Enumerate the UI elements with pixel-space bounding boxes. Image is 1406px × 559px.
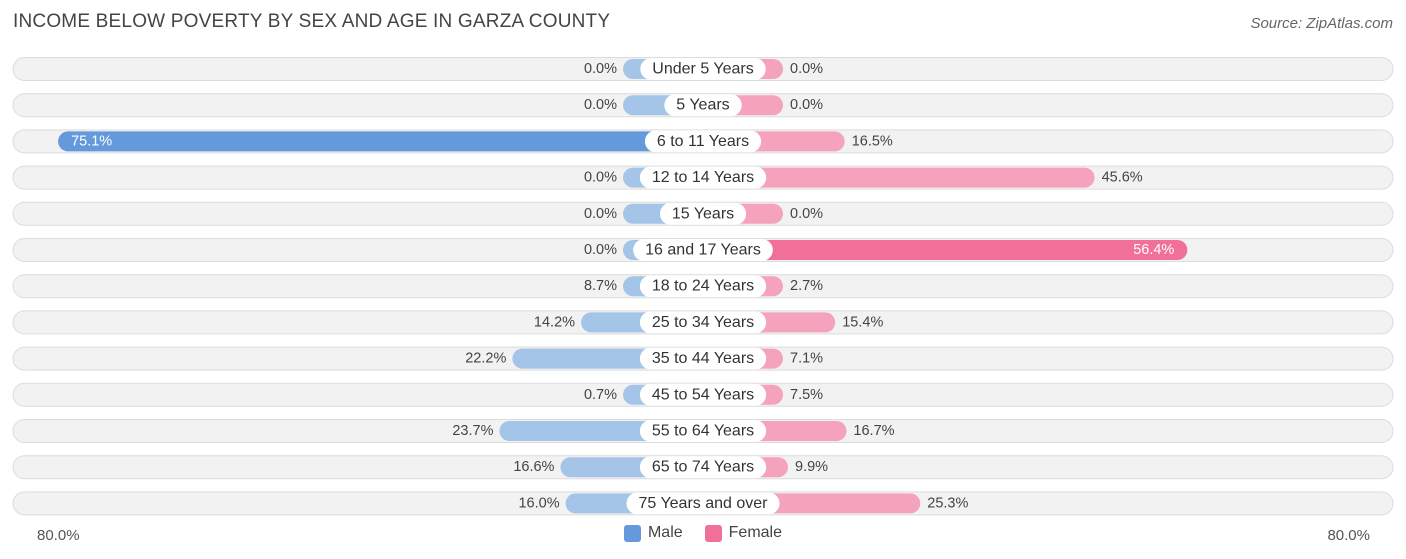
data-label-male: 0.7%	[584, 387, 617, 403]
category-pill	[639, 166, 767, 189]
legend-swatch-male	[623, 524, 641, 542]
data-label-male: 16.0%	[518, 495, 559, 511]
data-label-female: 0.0%	[790, 97, 823, 113]
data-label-male: 8.7%	[584, 278, 617, 294]
legend-item-male[interactable]: Male	[623, 524, 683, 542]
legend-label-female: Female	[728, 524, 783, 541]
data-label-male: 22.2%	[465, 351, 506, 367]
data-label-female: 7.5%	[790, 387, 823, 403]
category-pill	[639, 275, 767, 298]
category-label: 75 Years and over	[639, 495, 769, 512]
category-label: 16 and 17 Years	[645, 242, 761, 259]
category-label: 15 Years	[672, 205, 734, 222]
chart-source: Source: ZipAtlas.com	[1250, 15, 1393, 32]
category-label: 65 to 74 Years	[652, 459, 754, 476]
category-label: 55 to 64 Years	[652, 423, 754, 440]
data-label-female: 0.0%	[790, 61, 823, 77]
data-label-female: 9.9%	[795, 459, 828, 475]
data-label-female: 2.7%	[790, 278, 823, 294]
data-label-male: 0.0%	[584, 97, 617, 113]
legend: Male Female	[0, 524, 1406, 542]
data-label-male: 0.0%	[584, 61, 617, 77]
bar-female	[703, 240, 1188, 260]
bar-female	[703, 167, 1095, 188]
category-pill	[626, 492, 780, 515]
legend-swatch-female	[704, 524, 722, 542]
category-pill	[659, 202, 747, 225]
category-label: 12 to 14 Years	[652, 169, 754, 186]
bar-male	[58, 131, 704, 152]
data-label-female: 15.4%	[842, 314, 883, 330]
category-pill	[640, 58, 766, 80]
category-label: 25 to 34 Years	[652, 314, 754, 331]
axis-left-label: 80.0%	[37, 527, 80, 544]
category-label: Under 5 Years	[652, 61, 753, 78]
axis-right-label: 80.0%	[1327, 527, 1370, 544]
data-label-female: 45.6%	[1102, 170, 1143, 186]
data-label-male: 0.0%	[584, 206, 617, 222]
data-label-male: 16.6%	[513, 459, 554, 475]
data-label-male: 0.0%	[584, 242, 617, 258]
category-pill	[639, 347, 767, 370]
category-pill	[639, 456, 767, 479]
data-label-female: 25.3%	[927, 495, 968, 511]
chart-title: INCOME BELOW POVERTY BY SEX AND AGE IN G…	[13, 11, 611, 32]
data-label-male: 0.0%	[584, 170, 617, 186]
legend-label-male: Male	[647, 524, 683, 541]
data-label-female: 0.0%	[790, 206, 823, 222]
category-pill	[633, 239, 773, 261]
data-label-male: 14.2%	[534, 314, 575, 330]
data-label-female: 56.4%	[1133, 242, 1174, 258]
category-label: 18 to 24 Years	[652, 278, 754, 295]
category-pill	[639, 311, 767, 334]
category-label: 35 to 44 Years	[652, 350, 754, 367]
data-label-female: 16.7%	[853, 423, 894, 439]
legend-item-female[interactable]: Female	[704, 524, 783, 542]
data-label-female: 7.1%	[790, 351, 823, 367]
category-pill	[664, 94, 742, 117]
category-pill	[639, 383, 767, 406]
category-label: 45 to 54 Years	[652, 386, 754, 403]
data-label-female: 16.5%	[852, 133, 893, 149]
category-pill	[639, 420, 767, 442]
category-label: 5 Years	[676, 97, 729, 114]
category-label: 6 to 11 Years	[657, 133, 749, 150]
data-label-male: 75.1%	[71, 133, 112, 149]
category-pill	[644, 130, 762, 153]
data-label-male: 23.7%	[452, 423, 493, 439]
